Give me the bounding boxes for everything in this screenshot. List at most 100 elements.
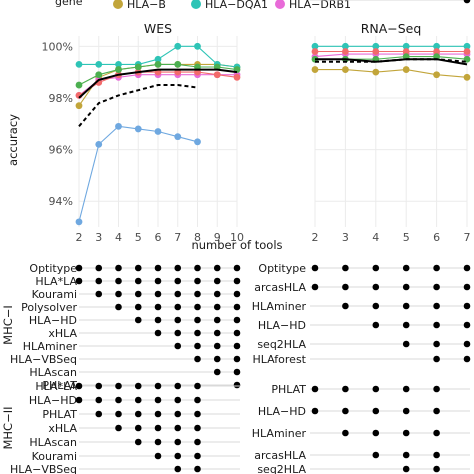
tool-label: HLA−VBSeq	[10, 463, 77, 474]
data-point	[372, 48, 380, 55]
tool-label: Kourami	[32, 288, 77, 301]
legend-marker	[113, 0, 123, 9]
membership-dot	[213, 277, 221, 285]
x-tick-label: 2	[312, 231, 319, 244]
data-point	[194, 42, 201, 50]
data-point	[372, 42, 380, 50]
series-line	[78, 84, 198, 127]
x-tick-label: 6	[433, 231, 440, 244]
membership-dot	[115, 410, 122, 418]
membership-dot	[233, 342, 241, 350]
legend-marker	[191, 0, 201, 9]
data-point	[463, 48, 471, 55]
membership-dot	[115, 290, 122, 298]
wes-panel: WES 94% 96% 98% 100% 2 3 4 5 6 7 8 9 10	[42, 21, 244, 244]
membership-dot	[174, 277, 182, 285]
membership-dot	[433, 429, 440, 437]
membership-dot	[433, 340, 440, 348]
membership-dot	[402, 302, 410, 310]
data-point	[433, 42, 440, 50]
membership-dot	[233, 316, 241, 324]
tool-label: HLA−HD	[29, 314, 77, 327]
membership-dot	[433, 465, 440, 473]
membership-dot	[174, 465, 182, 473]
membership-dot	[154, 329, 162, 337]
x-tick-label: 3	[342, 231, 349, 244]
membership-dot	[95, 382, 103, 390]
x-tick-label: 6	[155, 231, 162, 244]
membership-dot	[311, 407, 319, 415]
membership-dot	[233, 264, 241, 272]
membership-dot	[154, 290, 162, 298]
tool-label: PHLAT	[271, 383, 306, 396]
membership-dot	[372, 429, 380, 437]
membership-dot	[213, 329, 221, 337]
rna-seq-panel: RNA−Seq 2 3 4 5 6 7	[312, 21, 471, 244]
membership-dot	[402, 264, 410, 272]
membership-dot	[433, 385, 440, 393]
membership-dot	[402, 465, 410, 473]
membership-dot	[372, 385, 380, 393]
data-point	[433, 48, 440, 55]
data-point	[95, 141, 103, 148]
membership-dot	[174, 316, 182, 324]
membership-dot	[311, 283, 319, 291]
membership-dot	[372, 302, 380, 310]
data-point	[95, 60, 103, 68]
data-point	[342, 66, 349, 73]
y-axis-title: accuracy	[6, 114, 20, 166]
membership-dot	[174, 410, 182, 418]
tool-label: arcasHLA	[254, 281, 306, 294]
membership-dot	[342, 264, 349, 272]
membership-dot	[233, 277, 241, 285]
data-point	[233, 73, 241, 81]
data-point	[372, 68, 380, 76]
x-tick-label: 8	[194, 231, 201, 244]
membership-dot	[433, 407, 440, 415]
membership-dot	[134, 438, 142, 446]
membership-dot	[233, 381, 241, 389]
membership-dot	[463, 321, 471, 329]
group-title: MHC−I	[1, 305, 15, 345]
membership-dot	[233, 355, 241, 363]
data-point	[115, 66, 122, 73]
tool-label: arcasHLA	[254, 449, 306, 462]
membership-dot	[154, 410, 162, 418]
membership-dot	[233, 290, 241, 298]
data-point	[174, 60, 182, 68]
tool-label: HLA−HD	[29, 394, 77, 407]
membership-dot	[402, 321, 410, 329]
membership-dot	[194, 382, 201, 390]
membership-dot	[115, 303, 122, 311]
membership-dot	[194, 424, 201, 432]
tool-label: HLAminer	[252, 300, 307, 313]
data-point	[134, 63, 142, 71]
tool-label: HLAscan	[29, 436, 77, 449]
x-tick-label: 2	[76, 231, 83, 244]
membership-dot	[433, 321, 440, 329]
membership-dot	[154, 264, 162, 272]
membership-dot	[213, 303, 221, 311]
membership-dot	[402, 451, 410, 459]
data-point	[433, 71, 440, 79]
data-point	[311, 48, 319, 55]
membership-dot	[194, 410, 201, 418]
x-axis-title: number of tools	[191, 238, 282, 252]
membership-dot	[342, 385, 349, 393]
membership-dot	[115, 424, 122, 432]
membership-dot	[372, 407, 380, 415]
membership-dot	[463, 264, 471, 272]
membership-dot	[194, 277, 201, 285]
membership-dot	[311, 385, 319, 393]
tool-label: HLA−HD	[258, 319, 306, 332]
legend-label: HLA−DRB1	[289, 0, 351, 11]
data-point	[213, 71, 221, 79]
membership-dot	[433, 264, 440, 272]
membership-dot	[233, 368, 241, 376]
data-point	[311, 42, 319, 50]
membership-dot	[115, 382, 122, 390]
x-tick-label: 5	[135, 231, 142, 244]
membership-dot	[213, 264, 221, 272]
membership-dot	[342, 302, 349, 310]
